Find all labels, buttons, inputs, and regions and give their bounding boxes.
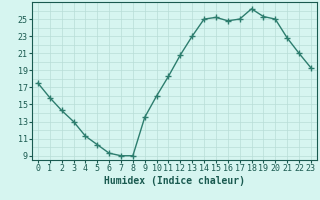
X-axis label: Humidex (Indice chaleur): Humidex (Indice chaleur) <box>104 176 245 186</box>
